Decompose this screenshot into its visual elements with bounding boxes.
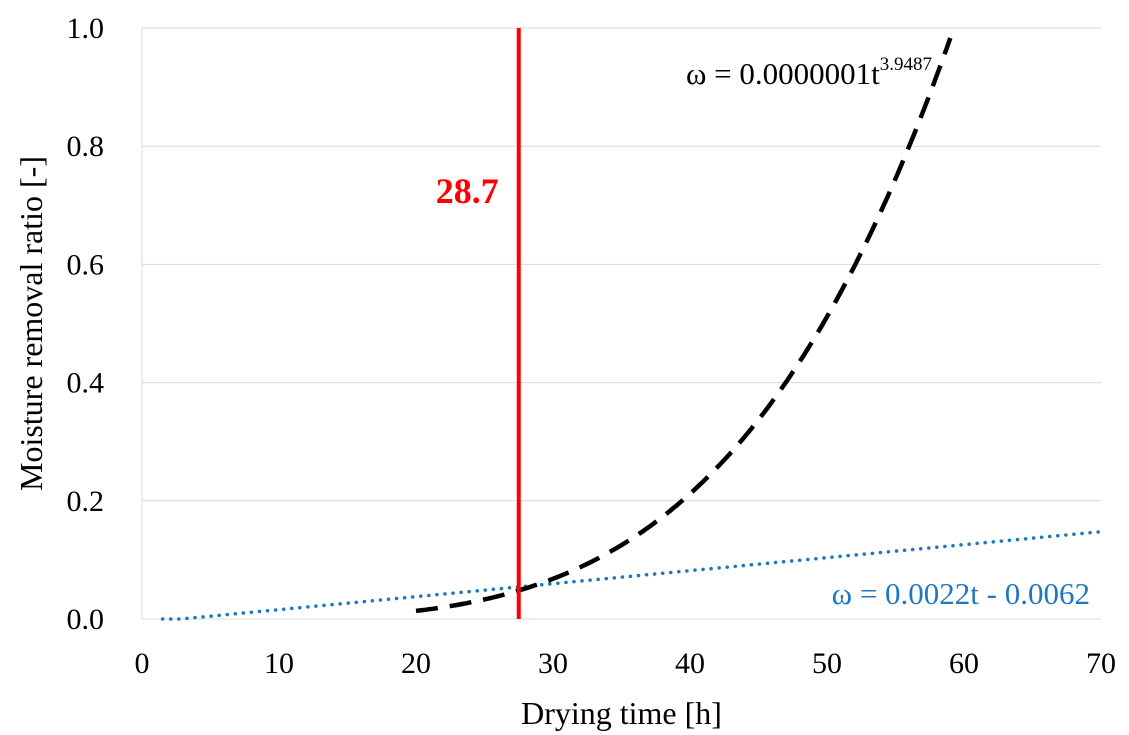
y-tick-label: 0.8 <box>67 130 105 163</box>
x-tick-label: 10 <box>264 647 294 680</box>
linear-equation-label: ω = 0.0022t - 0.0062 <box>832 576 1090 611</box>
x-axis-title: Drying time [h] <box>521 695 722 731</box>
x-tick-label: 0 <box>135 647 150 680</box>
x-tick-label: 60 <box>949 647 979 680</box>
y-tick-label: 0.6 <box>67 248 105 281</box>
x-tick-label: 70 <box>1086 647 1116 680</box>
y-axis-title: Moisture removal ratio [-] <box>13 156 49 491</box>
power-equation-exponent: 3.9487 <box>880 54 932 75</box>
x-tick-labels: 0 10 20 30 40 50 60 70 <box>135 647 1117 680</box>
gridlines <box>142 27 1101 502</box>
y-tick-label: 0.2 <box>67 485 105 518</box>
y-tick-label: 0.0 <box>67 603 105 636</box>
y-tick-label: 0.4 <box>67 367 105 400</box>
x-tick-label: 30 <box>538 647 568 680</box>
x-tick-label: 50 <box>812 647 842 680</box>
y-tick-label: 1.0 <box>67 12 105 45</box>
x-tick-label: 20 <box>401 647 431 680</box>
power-equation-base: ω = 0.0000001t <box>686 56 880 91</box>
x-tick-label: 40 <box>675 647 705 680</box>
y-tick-labels: 0.0 0.2 0.4 0.6 0.8 1.0 <box>67 12 105 636</box>
power-equation-label: ω = 0.0000001t3.9487 <box>686 54 932 91</box>
linear-fit-line <box>160 529 1103 621</box>
axes <box>141 28 1101 620</box>
series-group <box>160 28 1103 621</box>
vertical-line-label: 28.7 <box>436 171 499 211</box>
